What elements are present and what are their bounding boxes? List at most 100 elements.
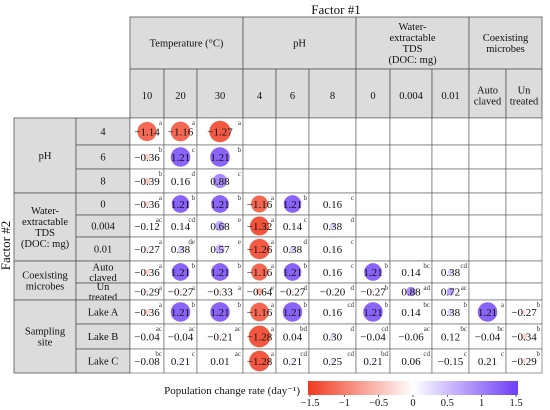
grid-cell [431,214,470,238]
grid-cell [505,144,543,170]
cell-value: −0.04 [475,331,501,343]
grid-cell [431,236,470,262]
data-circle [218,334,222,339]
significance-letter: ac [235,325,241,333]
data-circle [171,263,190,281]
row-label: Lake C [88,357,119,368]
significance-letter: b [159,170,163,178]
data-circle [363,302,383,322]
data-circle [329,333,336,340]
significance-letter: a [271,350,275,358]
colorbar-tick-label: −1 [339,398,350,409]
significance-letter: b [192,301,196,309]
grid-cell [355,192,391,216]
data-circle [250,302,269,322]
cell-value: 0.25 [323,356,343,368]
cell-value: −0.36 [134,199,160,211]
significance-letter: d [351,325,355,333]
significance-letter: a [192,119,196,127]
row-label: Lake A [88,308,119,319]
cell-value: 0.12 [441,331,460,343]
grid-cell [505,117,543,146]
grid-cell [468,236,507,262]
colorbar-tick-label: −0.5 [369,398,388,409]
significance-letter: b [385,301,389,309]
row-group-header [13,117,77,194]
cell-value: 0.21 [283,356,302,368]
significance-letter: d [192,170,196,178]
significance-letter: d [304,238,308,246]
cell-value: −1.16 [247,267,273,279]
data-circle [211,263,229,281]
data-circle [329,223,336,229]
significance-letter: c [501,350,504,358]
cell-value: −1.16 [247,307,273,319]
column-header-cell [242,68,277,119]
cell-value: 0.04 [283,331,303,343]
significance-letter: b [385,284,389,292]
cell-value: 0.06 [401,356,421,368]
cell-value: −0.39 [134,176,160,188]
data-circle [409,334,413,339]
data-circle [218,289,222,294]
data-circle [144,201,150,207]
row-group-label: pH [39,151,52,162]
significance-letter: b [537,325,541,333]
cell-value: 0.21 [171,356,190,368]
grid-cell [308,168,357,194]
grid-cell [242,144,277,170]
cell-value: −1.28 [247,356,273,368]
grid-cell [468,214,507,238]
cell-value: 0.16 [171,176,191,188]
significance-letter: b [159,146,163,154]
grid-cell [355,214,391,238]
cell-value: −0.64 [247,286,273,298]
column-group-label: Water-extractable TDS (DOC: mg) [388,22,437,66]
data-circle [289,245,296,253]
significance-letter: b [304,262,308,270]
significance-letter: b [238,301,242,309]
cell-value: 0.38 [441,267,461,279]
grid-cell [308,144,357,170]
data-circle [446,287,455,296]
data-circle [371,334,375,339]
data-circle [256,288,263,295]
significance-letter: b [238,194,242,202]
data-circle [477,302,498,322]
column-header-cell [389,68,433,119]
cell-value: −0.15 [438,356,464,368]
significance-letter: b [192,262,196,270]
column-label: 6 [290,91,295,102]
column-group-label: Coexisting microbes [483,33,529,55]
data-circle [409,270,413,274]
cell-value: 1.21 [171,307,190,319]
data-circle [145,359,149,363]
cell-value: 0.57 [210,244,230,256]
cell-value: 0.21 [363,356,382,368]
row-label: 4 [100,127,106,138]
cell-value: 1.21 [210,307,229,319]
data-circle [251,195,268,213]
significance-letter: ac [156,325,162,333]
significance-letter: b [537,350,541,358]
column-header-cell [275,68,310,119]
grid-cell [355,117,391,146]
significance-letter: b [238,146,242,154]
significance-letter: ad [423,284,430,292]
cell-value: 0.88 [401,286,421,298]
data-circle [170,147,191,167]
significance-letter: a [271,194,275,202]
data-circle [371,359,375,363]
cell-value: 1.21 [363,307,382,319]
grid-cell [389,168,433,194]
data-circle [209,120,231,143]
data-circle [448,359,453,363]
data-circle [249,238,270,260]
significance-letter: cd [347,301,354,309]
data-circle [210,302,230,322]
significance-letter: bc [460,325,467,333]
data-circle [171,195,190,213]
column-header-cell [196,68,244,119]
data-circle [178,334,183,339]
grid-cell [505,260,543,284]
